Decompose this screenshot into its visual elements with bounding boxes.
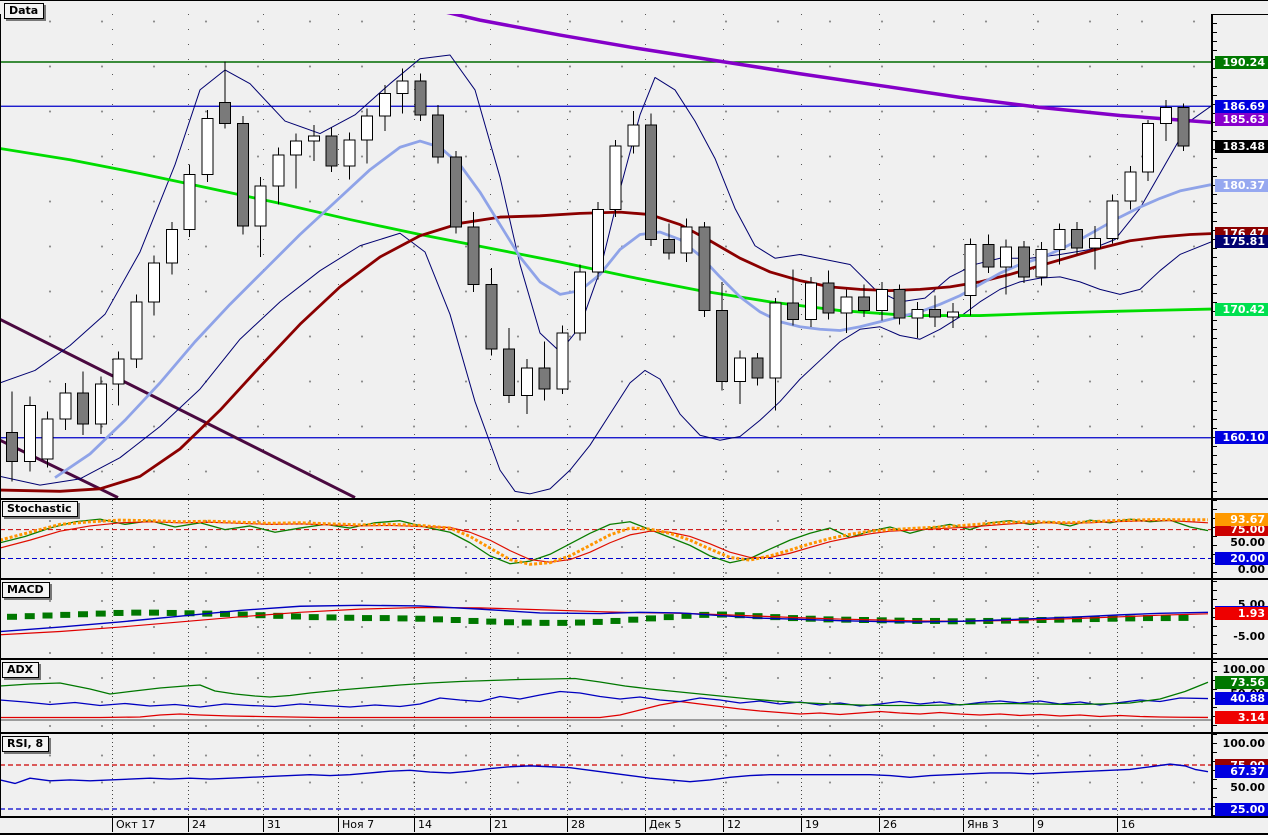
- x-axis-tick: Окт 17: [112, 818, 155, 832]
- adx-panel[interactable]: [0, 660, 1211, 732]
- rsi-scale-label: 25.00: [1215, 802, 1268, 816]
- x-axis-tick: 24: [188, 818, 206, 832]
- date-axis: Окт 17 24 31 Ноя 7 14 21 28 Дек 5 12 19 26 Янв 3 9 16: [0, 816, 1268, 835]
- rsi-panel[interactable]: [0, 734, 1211, 816]
- stochastic-scale-label: 0.00: [1237, 562, 1265, 576]
- chart-frame-right: [1211, 14, 1213, 816]
- rsi-plot: [0, 734, 1211, 816]
- x-axis-tick: 19: [801, 818, 819, 832]
- main-scale-label: 170.42: [1215, 302, 1268, 316]
- price-chart-panel[interactable]: [0, 14, 1211, 498]
- main-scale-label: 183.48: [1215, 139, 1268, 153]
- x-axis-tick: Янв 3: [963, 818, 999, 832]
- x-axis-tick: Дек 5: [645, 818, 682, 832]
- macd-panel[interactable]: [0, 580, 1211, 658]
- panel-separator: [0, 658, 1268, 660]
- tab-adx[interactable]: ADX: [2, 662, 40, 678]
- macd-scale-label: -5.00: [1233, 629, 1265, 643]
- stochastic-scale-label: 75.00: [1215, 523, 1268, 537]
- tab-stochastic[interactable]: Stochastic: [2, 501, 78, 517]
- stochastic-scale-label: 20.00: [1215, 552, 1268, 565]
- main-scale-label: 190.24: [1215, 55, 1268, 69]
- x-axis-tick: 12: [723, 818, 741, 832]
- panel-separator: [0, 732, 1268, 734]
- main-scale-label: 185.63: [1215, 112, 1268, 126]
- x-axis-tick: 21: [490, 818, 508, 832]
- main-plot: [0, 14, 1211, 498]
- rsi-scale-label: 100.00: [1222, 736, 1265, 750]
- panel-separator: [0, 498, 1268, 500]
- rsi-scale-label: 50.00: [1230, 780, 1265, 794]
- adx-scale-label: 40.88: [1215, 692, 1268, 706]
- main-scale-label: 160.10: [1215, 431, 1268, 445]
- stochastic-plot: [0, 500, 1211, 578]
- x-axis-tick: 14: [414, 818, 432, 832]
- panel-separator: [0, 578, 1268, 580]
- x-axis-tick: Ноя 7: [338, 818, 374, 832]
- x-axis-tick: 9: [1033, 818, 1044, 832]
- adx-scale-label: 3.14: [1215, 710, 1268, 724]
- main-scale-label: 186.69: [1215, 99, 1268, 113]
- x-axis-tick: 16: [1117, 818, 1135, 832]
- main-scale-label: 180.37: [1215, 178, 1268, 192]
- date-axis-labels: Окт 17 24 31 Ноя 7 14 21 28 Дек 5 12 19 26 Янв 3 9 16: [0, 818, 1268, 833]
- tab-rsi[interactable]: RSI, 8: [2, 736, 50, 752]
- main-scale-label: 175.81: [1215, 235, 1268, 249]
- x-axis-tick: 26: [879, 818, 897, 832]
- chart-frame-left: [0, 14, 1, 816]
- stochastic-scale-label: 93.67: [1215, 513, 1268, 527]
- adx-scale-label: 100.00: [1222, 662, 1265, 676]
- x-axis-tick: 31: [263, 818, 281, 832]
- macd-plot: [0, 580, 1209, 658]
- stochastic-panel[interactable]: [0, 500, 1211, 578]
- adx-scale-label: 73.56: [1215, 675, 1268, 689]
- macd-scale-label: 1.93: [1215, 607, 1268, 621]
- stochastic-scale-label: 50.00: [1230, 536, 1265, 550]
- x-axis-tick: 28: [567, 818, 585, 832]
- rsi-scale-label: 67.37: [1215, 765, 1268, 779]
- price-scale-ticks: [1213, 14, 1217, 816]
- tab-data[interactable]: Data: [4, 3, 45, 19]
- adx-plot: [0, 660, 1211, 732]
- tab-macd[interactable]: MACD: [2, 582, 50, 598]
